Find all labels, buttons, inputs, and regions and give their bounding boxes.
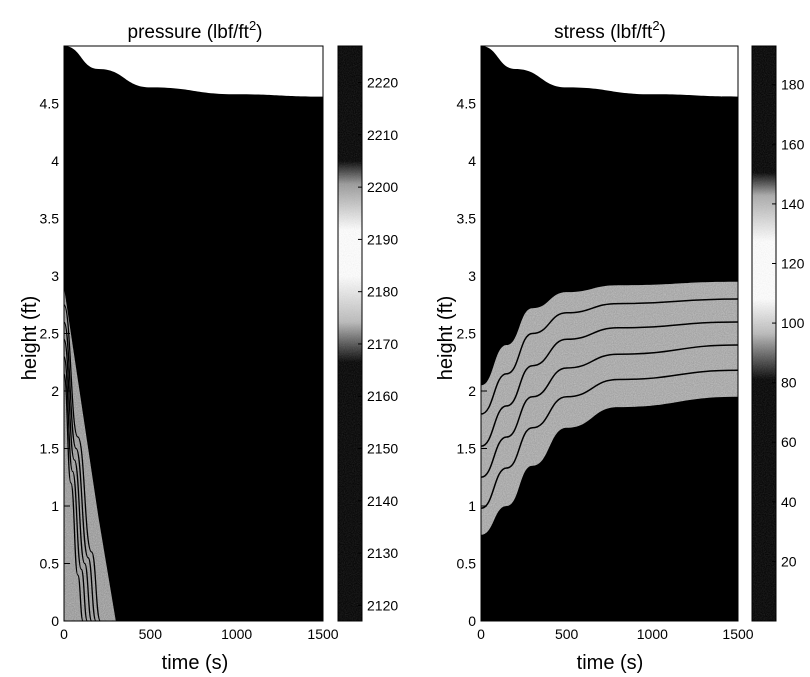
contour-line bbox=[480, 298, 739, 415]
colorbar-tick-label: 80 bbox=[781, 375, 797, 391]
x-tick-label: 1000 bbox=[637, 626, 668, 642]
contour-line bbox=[63, 338, 93, 622]
contour-line bbox=[480, 344, 739, 479]
contour-line bbox=[63, 373, 84, 622]
y-tick-label: 4.5 bbox=[457, 96, 477, 112]
y-tick-label: 1.5 bbox=[457, 441, 477, 457]
colorbar-tick-label: 2170 bbox=[367, 336, 398, 352]
colorbar-tick-label: 2220 bbox=[367, 75, 398, 91]
stress-x-axis-label: time (s) bbox=[577, 652, 644, 674]
colorbar-tick-label: 2130 bbox=[367, 545, 398, 561]
y-tick-label: 3 bbox=[51, 268, 59, 284]
y-tick-label: 4 bbox=[468, 153, 476, 169]
y-tick-label: 0 bbox=[468, 613, 476, 629]
contour-line bbox=[480, 369, 739, 510]
y-tick-label: 1 bbox=[468, 498, 476, 514]
x-tick-label: 1500 bbox=[722, 626, 753, 642]
y-tick-label: 0.5 bbox=[40, 556, 60, 572]
pressure-title: pressure (lbf/ft2) bbox=[128, 18, 263, 43]
top-boundary-region bbox=[64, 46, 323, 97]
y-tick-label: 4 bbox=[51, 153, 59, 169]
x-tick-label: 0 bbox=[60, 626, 68, 642]
pressure-ticks: 0 500 1000 1500 0 0.5 1 1.5 2 2.5 3 3.5 4 4.5 bbox=[40, 96, 339, 643]
y-tick-label: 2 bbox=[468, 383, 476, 399]
colorbar-tick-label: 2160 bbox=[367, 388, 398, 404]
colorbar-tick-label: 2210 bbox=[367, 127, 398, 143]
stress-ticks: 0 500 1000 1500 0 0.5 1 1.5 2 2.5 3 3.5 4 4.5 bbox=[457, 96, 754, 643]
stress-title: stress (lbf/ft2) bbox=[554, 18, 666, 43]
colorbar-frame bbox=[751, 45, 777, 622]
x-tick-label: 0 bbox=[477, 626, 485, 642]
x-tick-label: 1500 bbox=[307, 626, 338, 642]
x-tick-label: 1000 bbox=[221, 626, 252, 642]
contour-line bbox=[480, 321, 739, 447]
stress-panel: 20 40 60 80 100 120 140 160 180 0 500 1000 1500 0 0.5… bbox=[435, 18, 805, 674]
contour-line bbox=[63, 304, 101, 622]
colorbar-tick-label: 40 bbox=[781, 494, 797, 510]
y-tick-label: 4.5 bbox=[40, 96, 60, 112]
y-tick-label: 3.5 bbox=[40, 211, 60, 227]
colorbar-tick-label: 60 bbox=[781, 434, 797, 450]
colorbar-tick-label: 2200 bbox=[367, 179, 398, 195]
stress-y-axis-label: height (ft) bbox=[435, 296, 457, 380]
contour-line bbox=[63, 321, 97, 622]
x-tick-label: 500 bbox=[139, 626, 163, 642]
colorbar-tick-label: 2180 bbox=[367, 284, 398, 300]
x-tick-label: 500 bbox=[555, 626, 579, 642]
colorbar-tick-label: 180 bbox=[781, 77, 805, 93]
colorbar-tick-label: 140 bbox=[781, 196, 805, 212]
colorbar-tick-label: 100 bbox=[781, 315, 805, 331]
colorbar-tick-label: 2150 bbox=[367, 441, 398, 457]
y-tick-label: 1 bbox=[51, 498, 59, 514]
heatmap-field bbox=[64, 46, 323, 621]
y-tick-label: 2.5 bbox=[40, 326, 60, 342]
y-tick-label: 0 bbox=[51, 613, 59, 629]
top-boundary-region bbox=[481, 46, 738, 97]
stress-plot-area bbox=[480, 45, 739, 622]
pressure-y-axis-label: height (ft) bbox=[19, 296, 41, 380]
y-tick-label: 3.5 bbox=[457, 211, 477, 227]
y-tick-label: 3 bbox=[468, 268, 476, 284]
colorbar-tick-label: 2120 bbox=[367, 597, 398, 613]
colorbar-tick-label: 160 bbox=[781, 136, 805, 152]
pressure-plot-area bbox=[63, 45, 324, 622]
colorbar-frame bbox=[337, 45, 363, 622]
pressure-colorbar: 2120 2130 2140 2150 2160 2170 2180 2190 2200 2210… bbox=[337, 45, 398, 622]
stress-colorbar: 20 40 60 80 100 120 140 160 180 bbox=[751, 45, 805, 622]
colorbar-tick-label: 2190 bbox=[367, 231, 398, 247]
pressure-x-axis-label: time (s) bbox=[162, 652, 229, 674]
y-tick-label: 2.5 bbox=[457, 326, 477, 342]
colorbar-grain bbox=[338, 46, 362, 621]
y-tick-label: 1.5 bbox=[40, 441, 60, 457]
heatmap-light-band-core bbox=[481, 281, 738, 535]
pressure-panel: 2120213021402150216021702180219022002210… bbox=[19, 18, 398, 674]
colorbar-grain bbox=[752, 46, 776, 621]
colorbar-tick-label: 20 bbox=[781, 553, 797, 569]
y-tick-label: 2 bbox=[51, 383, 59, 399]
colorbar-tick-label: 2140 bbox=[367, 493, 398, 509]
heatmap-light-core bbox=[64, 287, 116, 621]
y-tick-label: 0.5 bbox=[457, 556, 477, 572]
colorbar-tick-label: 120 bbox=[781, 255, 805, 271]
contour-line bbox=[63, 355, 88, 622]
